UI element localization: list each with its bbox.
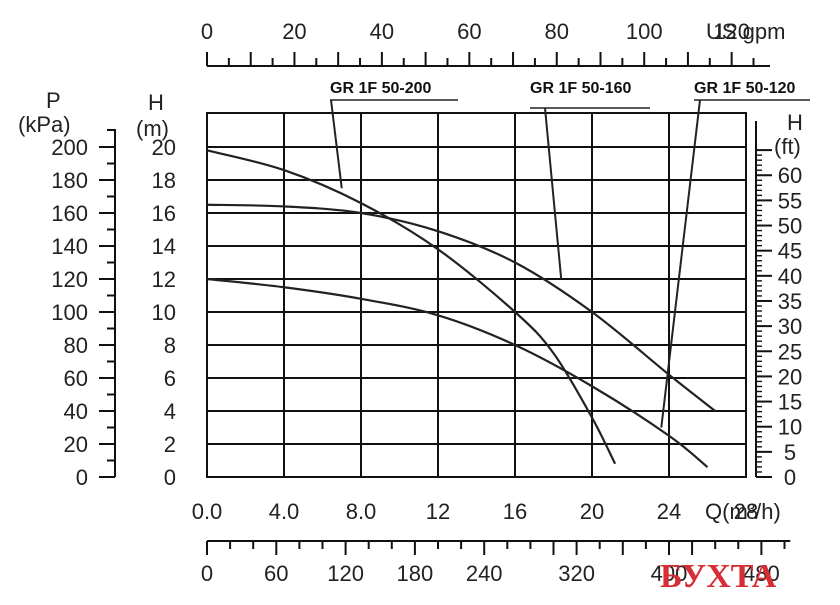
feet-tick-label: 30 xyxy=(778,314,802,339)
plot-grid xyxy=(206,112,747,478)
series-label: GR 1F 50-160 xyxy=(530,80,631,97)
feet-tick-label: 50 xyxy=(778,214,802,239)
feet-tick-label: 55 xyxy=(778,188,802,213)
gpm-tick-label: 20 xyxy=(282,19,306,44)
y-tick-label: 14 xyxy=(152,234,176,259)
gpm-tick-label: 120 xyxy=(713,19,750,44)
lpm-tick-label: 240 xyxy=(466,561,503,586)
chart-axes xyxy=(99,52,791,555)
pressure-tick-label: 180 xyxy=(51,168,88,193)
feet-tick-label: 25 xyxy=(778,339,802,364)
lpm-tick-label: 400 xyxy=(651,561,688,586)
y-tick-label: 18 xyxy=(152,168,176,193)
pressure-tick-label: 0 xyxy=(76,465,88,490)
gpm-tick-label: 60 xyxy=(457,19,481,44)
series-curve xyxy=(206,277,709,468)
pressure-tick-label: 140 xyxy=(51,234,88,259)
y-tick-label: 10 xyxy=(152,300,176,325)
series-curve xyxy=(206,203,716,412)
pressure-axis-title-line1: P xyxy=(46,88,61,113)
left-h-axis-title-line2: (m) xyxy=(136,116,169,141)
x-tick-label: 28 xyxy=(734,499,758,524)
feet-tick-label: 40 xyxy=(778,264,802,289)
pressure-tick-label: 60 xyxy=(64,366,88,391)
y-tick-label: 4 xyxy=(164,399,176,424)
series-label: GR 1F 50-120 xyxy=(694,80,795,97)
y-tick-label: 8 xyxy=(164,333,176,358)
lpm-tick-label: 0 xyxy=(201,561,213,586)
feet-tick-label: 35 xyxy=(778,289,802,314)
y-tick-label: 2 xyxy=(164,432,176,457)
pressure-tick-label: 200 xyxy=(51,135,88,160)
left-h-axis-title-line1: H xyxy=(148,90,164,115)
pressure-axis-title-line2: (kPa) xyxy=(18,112,71,137)
series-leader-line xyxy=(330,99,343,189)
feet-tick-label: 10 xyxy=(778,415,802,440)
x-tick-label: 24 xyxy=(657,499,681,524)
feet-tick-label: 45 xyxy=(778,239,802,264)
feet-axis-title-line1: H xyxy=(787,110,803,135)
series-leader-line xyxy=(544,107,563,280)
series-curve xyxy=(206,149,617,465)
feet-tick-label: 0 xyxy=(784,465,796,490)
lpm-tick-label: 180 xyxy=(397,561,434,586)
pressure-tick-label: 120 xyxy=(51,267,88,292)
chart-curves xyxy=(206,99,810,468)
pressure-tick-label: 100 xyxy=(51,300,88,325)
pressure-tick-label: 160 xyxy=(51,201,88,226)
y-tick-label: 12 xyxy=(152,267,176,292)
pressure-tick-label: 40 xyxy=(64,399,88,424)
gpm-tick-label: 0 xyxy=(201,19,213,44)
lpm-tick-label: 60 xyxy=(264,561,288,586)
chart-labels: 0.0 4.0 8.0 12 16 20 24 28024681012141618200204… xyxy=(51,19,802,586)
x-tick-label: 8.0 xyxy=(346,499,377,524)
feet-tick-label: 60 xyxy=(778,163,802,188)
pressure-tick-label: 20 xyxy=(64,432,88,457)
bottom-x-axis-title: Q(m³/h) xyxy=(705,499,781,524)
plot-frame xyxy=(206,112,747,478)
gpm-tick-label: 100 xyxy=(626,19,663,44)
y-tick-label: 16 xyxy=(152,201,176,226)
x-tick-label: 16 xyxy=(503,499,527,524)
x-tick-label: 20 xyxy=(580,499,604,524)
pressure-tick-label: 80 xyxy=(64,333,88,358)
y-tick-label: 20 xyxy=(152,135,176,160)
series-leader-line xyxy=(660,99,701,428)
watermark-logo: БУХТА xyxy=(660,558,777,595)
gpm-tick-label: 40 xyxy=(370,19,394,44)
feet-tick-label: 15 xyxy=(778,390,802,415)
gpm-tick-label: 80 xyxy=(545,19,569,44)
feet-tick-label: 5 xyxy=(784,440,796,465)
x-tick-label: 12 xyxy=(426,499,450,524)
feet-axis-title-line2: (ft) xyxy=(774,134,801,159)
y-tick-label: 0 xyxy=(164,465,176,490)
x-tick-label: 4.0 xyxy=(269,499,300,524)
x-tick-label: 0.0 xyxy=(192,499,223,524)
series-label: GR 1F 50-200 xyxy=(330,80,431,97)
lpm-tick-label: 320 xyxy=(558,561,595,586)
lpm-tick-label: 480 xyxy=(743,561,780,586)
lpm-tick-label: 120 xyxy=(327,561,364,586)
top-x-axis-title: US gpm xyxy=(706,19,785,44)
y-tick-label: 6 xyxy=(164,366,176,391)
feet-tick-label: 20 xyxy=(778,364,802,389)
